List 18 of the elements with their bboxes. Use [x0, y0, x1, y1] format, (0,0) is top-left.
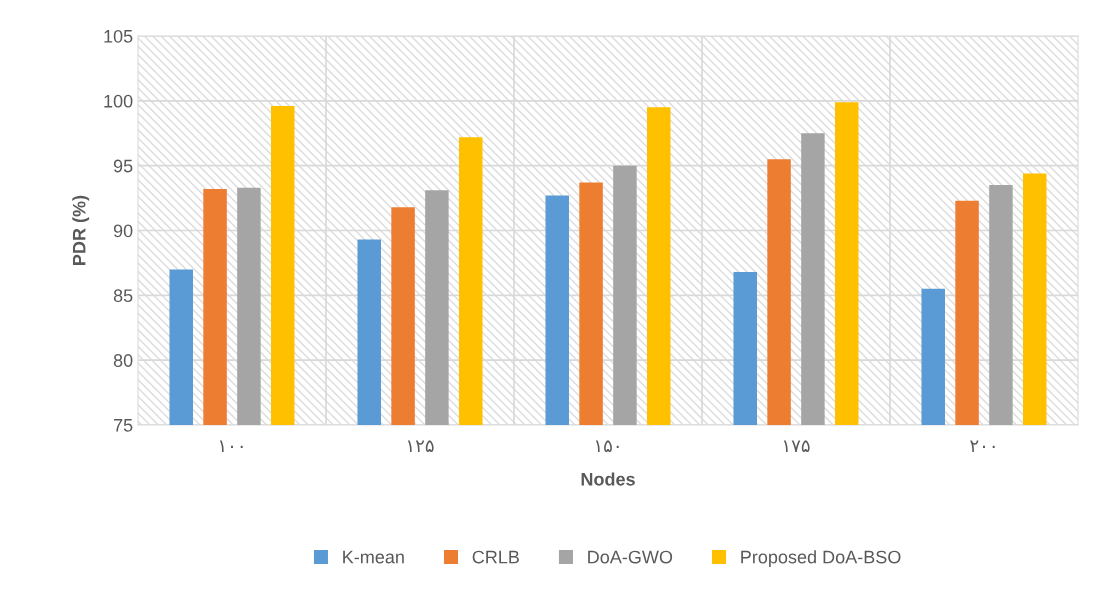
legend-label: K-mean — [343, 550, 404, 564]
y-tick-label: 75 — [113, 419, 133, 432]
y-tick-label: 90 — [113, 224, 133, 238]
x-tick-label: ۱۰۰ — [219, 440, 243, 452]
legend-label: CRLB — [472, 550, 519, 564]
y-tick-label: 85 — [113, 289, 133, 303]
y-tick-label: 105 — [104, 29, 133, 43]
y-axis-title: PDR (%) — [72, 195, 90, 265]
legend-label: DoA-GWO — [588, 550, 673, 564]
x-tick-label: ۲۰۰ — [970, 440, 995, 452]
y-tick-label: 80 — [113, 354, 133, 367]
x-tick-label: ۱۵۰ — [595, 440, 619, 453]
y-tick-label: 100 — [104, 94, 133, 108]
legend-label: Proposed DoA-BSO — [741, 550, 901, 567]
x-axis-title: Nodes — [581, 472, 635, 486]
x-tick-label: ۱۷۵ — [783, 440, 810, 453]
y-tick-label: 95 — [113, 159, 133, 173]
x-tick-label: ۱۲۵ — [407, 440, 434, 453]
